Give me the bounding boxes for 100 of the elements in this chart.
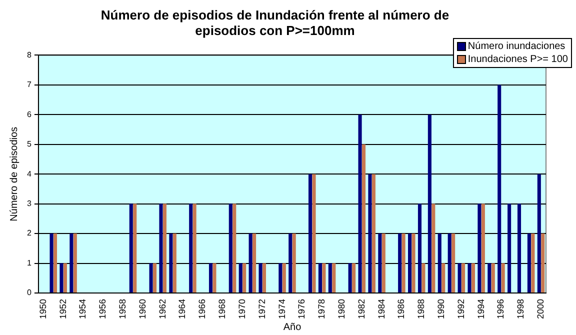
bar bbox=[508, 204, 512, 292]
x-tick-label: 1960 bbox=[137, 298, 148, 320]
bar bbox=[278, 263, 282, 292]
bar bbox=[189, 204, 193, 292]
x-tick-label: 1964 bbox=[177, 298, 188, 320]
x-tick-label: 1990 bbox=[436, 298, 446, 320]
bar bbox=[352, 263, 356, 292]
y-tick-label: 2 bbox=[26, 228, 32, 238]
bar bbox=[282, 263, 286, 292]
bar bbox=[408, 234, 412, 292]
y-tick-label: 1 bbox=[26, 258, 32, 268]
x-tick-label: 1966 bbox=[197, 298, 208, 320]
bar bbox=[488, 263, 492, 292]
bar bbox=[328, 263, 332, 292]
x-tick-label: 1954 bbox=[78, 298, 88, 320]
x-tick-label: 1950 bbox=[38, 298, 48, 320]
bar bbox=[382, 234, 386, 292]
bar bbox=[60, 263, 64, 292]
bar bbox=[418, 204, 422, 292]
bar bbox=[481, 204, 485, 292]
bar bbox=[428, 114, 432, 292]
bar bbox=[262, 263, 266, 292]
bar bbox=[458, 263, 462, 292]
bar bbox=[332, 263, 336, 292]
bar bbox=[70, 234, 74, 292]
x-tick-label: 1958 bbox=[118, 298, 128, 320]
bar bbox=[159, 204, 163, 292]
bar bbox=[541, 234, 545, 292]
bar bbox=[362, 144, 366, 292]
x-tick-label: 2000 bbox=[536, 298, 546, 320]
bar bbox=[288, 234, 292, 292]
bar bbox=[398, 234, 402, 292]
bar bbox=[378, 234, 382, 292]
x-tick-label: 1974 bbox=[276, 298, 287, 320]
x-tick-label: 1978 bbox=[316, 298, 327, 320]
x-tick-label: 1998 bbox=[516, 298, 526, 320]
bar bbox=[312, 174, 316, 292]
bar bbox=[478, 204, 482, 292]
bar bbox=[73, 234, 77, 292]
bar bbox=[149, 263, 153, 292]
x-tick-label: 1956 bbox=[98, 298, 108, 320]
bar bbox=[438, 234, 442, 292]
bar bbox=[422, 263, 426, 292]
y-tick-label: 4 bbox=[26, 169, 32, 178]
x-tick-label: 1980 bbox=[336, 298, 346, 320]
x-tick-label: 1988 bbox=[416, 298, 426, 320]
bar bbox=[212, 263, 216, 292]
bar bbox=[232, 204, 236, 292]
bar bbox=[133, 204, 137, 292]
x-tick-label: 1972 bbox=[256, 298, 267, 320]
y-tick-label: 7 bbox=[26, 80, 32, 90]
bar bbox=[517, 204, 522, 292]
bar bbox=[152, 263, 157, 292]
bar bbox=[471, 263, 475, 292]
bar bbox=[258, 263, 262, 292]
bar bbox=[192, 204, 196, 292]
bar bbox=[448, 234, 452, 292]
bar bbox=[531, 234, 535, 292]
bar bbox=[208, 263, 213, 292]
bar bbox=[452, 234, 456, 292]
bar bbox=[358, 114, 362, 292]
bar bbox=[442, 263, 446, 292]
x-tick-label: 1952 bbox=[58, 298, 68, 320]
bar bbox=[537, 174, 541, 292]
legend-label: Inundaciones P>= 100 bbox=[468, 53, 568, 66]
bar bbox=[162, 204, 166, 292]
y-tick-label: 8 bbox=[26, 50, 32, 60]
bar bbox=[53, 234, 58, 292]
x-tick-label: 1962 bbox=[157, 298, 168, 320]
y-axis-title: Número de episodios bbox=[8, 126, 20, 222]
bar bbox=[308, 174, 312, 292]
bar bbox=[169, 234, 173, 292]
legend-label: Número inundaciones bbox=[468, 40, 566, 53]
bar bbox=[462, 263, 466, 292]
bar bbox=[468, 263, 472, 292]
x-tick-label: 1968 bbox=[217, 298, 228, 320]
x-tick-label: 1976 bbox=[296, 298, 307, 320]
bar bbox=[172, 234, 176, 292]
bar bbox=[238, 263, 242, 292]
bar bbox=[368, 174, 372, 292]
bar bbox=[50, 234, 54, 292]
bar bbox=[248, 234, 252, 292]
x-tick-label: 1996 bbox=[496, 298, 506, 320]
bar bbox=[491, 263, 495, 292]
bar bbox=[129, 204, 133, 292]
bar bbox=[402, 234, 406, 292]
bar bbox=[501, 263, 505, 292]
x-tick-label: 1982 bbox=[356, 298, 366, 320]
bar bbox=[292, 234, 296, 292]
y-tick-label: 5 bbox=[26, 140, 32, 149]
x-axis-title: Año bbox=[283, 322, 302, 333]
bar bbox=[527, 234, 531, 292]
bar bbox=[228, 204, 232, 292]
bar bbox=[252, 234, 256, 292]
bar bbox=[318, 263, 322, 292]
bar bbox=[498, 84, 502, 292]
chart-title: Número de episodios de Inundación frente al número de episodios con P>=100mm bbox=[100, 7, 450, 38]
bar bbox=[348, 263, 352, 292]
bar bbox=[412, 234, 416, 292]
bar bbox=[432, 204, 436, 292]
